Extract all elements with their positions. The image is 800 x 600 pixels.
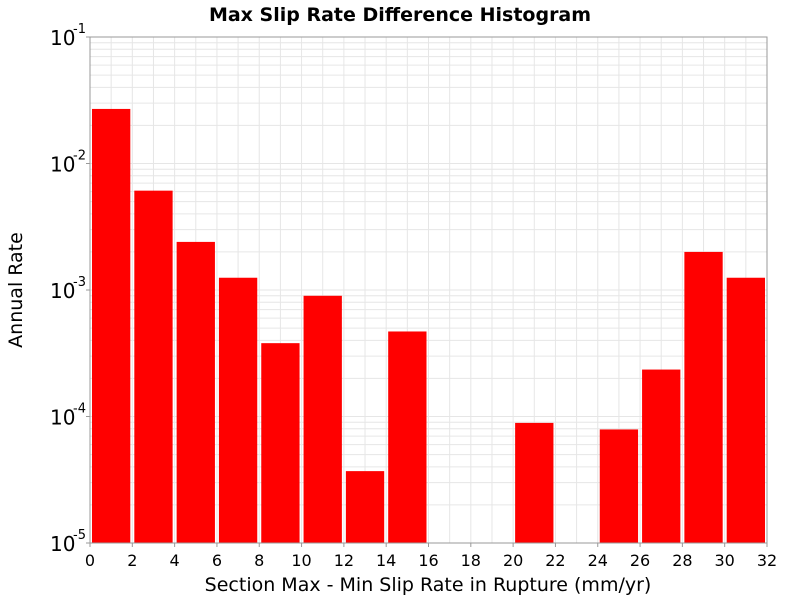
- y-tick-exponent: -1: [73, 22, 86, 37]
- y-tick-label: 10: [50, 532, 75, 556]
- x-tick-label: 22: [545, 551, 565, 570]
- y-tick-label: 10: [50, 406, 75, 430]
- bar: [218, 277, 258, 543]
- y-tick-label: 10: [50, 26, 75, 50]
- bar: [388, 331, 427, 543]
- x-axis-ticks: 0 2 4 6 8 10 12 14 16 18 20 22 24 26 28 30 32: [85, 543, 777, 570]
- y-axis-label: Annual Rate: [5, 232, 27, 348]
- y-axis-ticks: 10-110-210-310-410-5: [50, 22, 90, 556]
- x-tick-label: 12: [334, 551, 354, 570]
- y-tick-exponent: -5: [73, 528, 86, 543]
- x-tick-label: 24: [588, 551, 608, 570]
- bar: [642, 369, 681, 543]
- bar: [176, 241, 215, 544]
- x-tick-label: 6: [212, 551, 222, 570]
- x-tick-label: 10: [291, 551, 311, 570]
- x-tick-label: 16: [418, 551, 438, 570]
- y-tick-label: 10: [50, 153, 75, 177]
- x-tick-label: 8: [254, 551, 264, 570]
- x-tick-label: 4: [170, 551, 180, 570]
- x-tick-label: 20: [503, 551, 523, 570]
- bar: [684, 251, 723, 543]
- bar: [726, 277, 765, 543]
- y-tick-label: 10: [50, 279, 75, 303]
- bar: [261, 343, 300, 543]
- bar: [345, 471, 385, 543]
- x-tick-label: 30: [715, 551, 735, 570]
- bar: [92, 108, 131, 543]
- y-tick-exponent: -2: [73, 149, 86, 164]
- x-tick-label: 14: [376, 551, 396, 570]
- x-axis-label: Section Max - Min Slip Rate in Rupture (…: [205, 574, 652, 596]
- y-tick-exponent: -4: [73, 402, 86, 417]
- chart-title: Max Slip Rate Difference Histogram: [209, 4, 591, 26]
- x-tick-label: 0: [85, 551, 95, 570]
- x-tick-label: 18: [461, 551, 481, 570]
- bar: [515, 422, 554, 543]
- bar: [599, 429, 639, 543]
- x-tick-label: 28: [672, 551, 692, 570]
- bar: [134, 190, 173, 544]
- x-tick-label: 26: [630, 551, 650, 570]
- x-tick-label: 2: [127, 551, 137, 570]
- y-tick-exponent: -3: [73, 275, 86, 290]
- bar: [303, 295, 342, 543]
- bars: [92, 108, 765, 544]
- x-tick-label: 32: [757, 551, 777, 570]
